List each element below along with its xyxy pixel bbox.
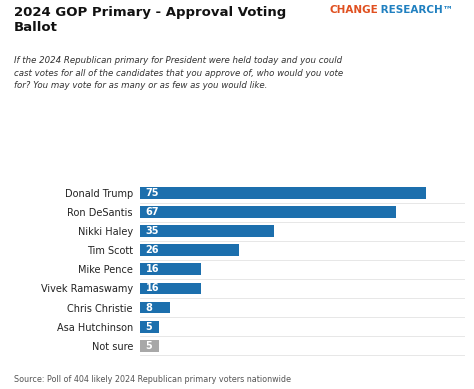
Bar xyxy=(140,340,159,352)
Text: CHANGE: CHANGE xyxy=(329,5,378,15)
Bar xyxy=(140,244,239,256)
Text: 35: 35 xyxy=(146,226,159,236)
Bar xyxy=(140,187,426,199)
Text: 16: 16 xyxy=(146,284,159,293)
Text: 67: 67 xyxy=(146,207,159,217)
Bar xyxy=(140,282,201,294)
Text: 16: 16 xyxy=(146,265,159,274)
Bar xyxy=(140,263,201,275)
Bar xyxy=(140,301,170,314)
Text: 8: 8 xyxy=(146,303,153,312)
Text: 5: 5 xyxy=(146,322,152,331)
Text: 26: 26 xyxy=(146,245,159,255)
Text: 75: 75 xyxy=(146,188,159,198)
Text: Source: Poll of 404 likely 2024 Republican primary voters nationwide: Source: Poll of 404 likely 2024 Republic… xyxy=(14,375,291,384)
Text: 5: 5 xyxy=(146,341,152,351)
Bar xyxy=(140,225,273,237)
Text: If the 2024 Republican primary for President were held today and you could
cast : If the 2024 Republican primary for Presi… xyxy=(14,56,343,90)
Bar xyxy=(140,321,159,333)
Text: 2024 GOP Primary - Approval Voting
Ballot: 2024 GOP Primary - Approval Voting Ballo… xyxy=(14,6,286,34)
Text: RESEARCH™: RESEARCH™ xyxy=(377,5,453,15)
Bar xyxy=(140,206,396,218)
